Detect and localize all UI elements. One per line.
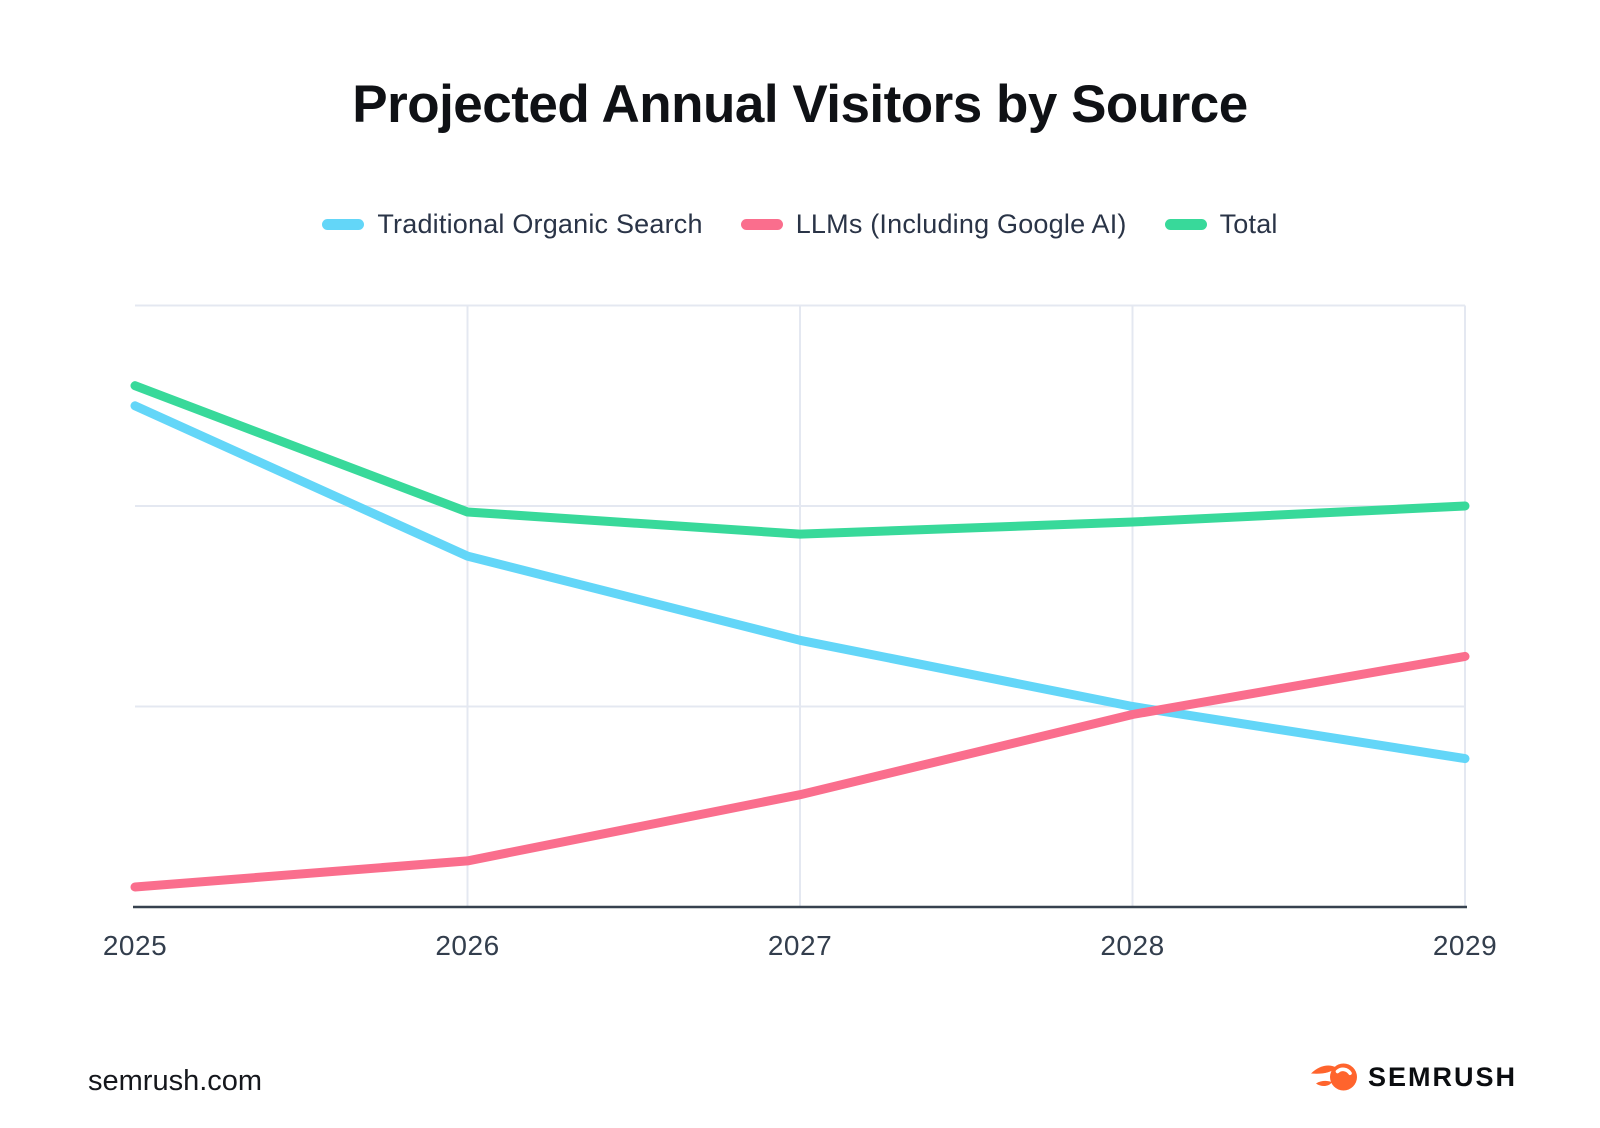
x-axis-label: 2025	[102, 930, 168, 961]
series-line	[130, 401, 1470, 764]
x-axis-label: 2026	[435, 930, 500, 961]
legend-label: Traditional Organic Search	[377, 209, 703, 239]
semrush-wordmark: SEMRUSH	[1367, 1061, 1517, 1092]
legend-swatch-icon	[322, 219, 365, 230]
legend-item: Traditional Organic Search	[322, 209, 703, 240]
series-line	[130, 381, 1470, 539]
legend-item: LLMs (Including Google AI)	[740, 209, 1127, 240]
legend-swatch-icon	[1164, 219, 1207, 230]
legend-label: LLMs (Including Google AI)	[795, 209, 1127, 239]
chart-title: Projected Annual Visitors by Source	[352, 75, 1248, 134]
x-axis-label: 2029	[1432, 930, 1498, 961]
semrush-logo: SEMRUSH	[1310, 1060, 1517, 1094]
x-axis-label: 2027	[767, 930, 833, 961]
semrush-flame-icon	[1310, 1063, 1357, 1091]
series-line	[130, 651, 1470, 892]
legend-item: Total	[1164, 209, 1278, 240]
source-url: semrush.com	[88, 1065, 263, 1097]
legend-label: Total	[1219, 209, 1278, 239]
legend-swatch-icon	[740, 219, 783, 230]
x-axis-label: 2028	[1100, 930, 1165, 961]
chart-legend: Traditional Organic Search LLMs (Includin…	[0, 209, 1600, 240]
